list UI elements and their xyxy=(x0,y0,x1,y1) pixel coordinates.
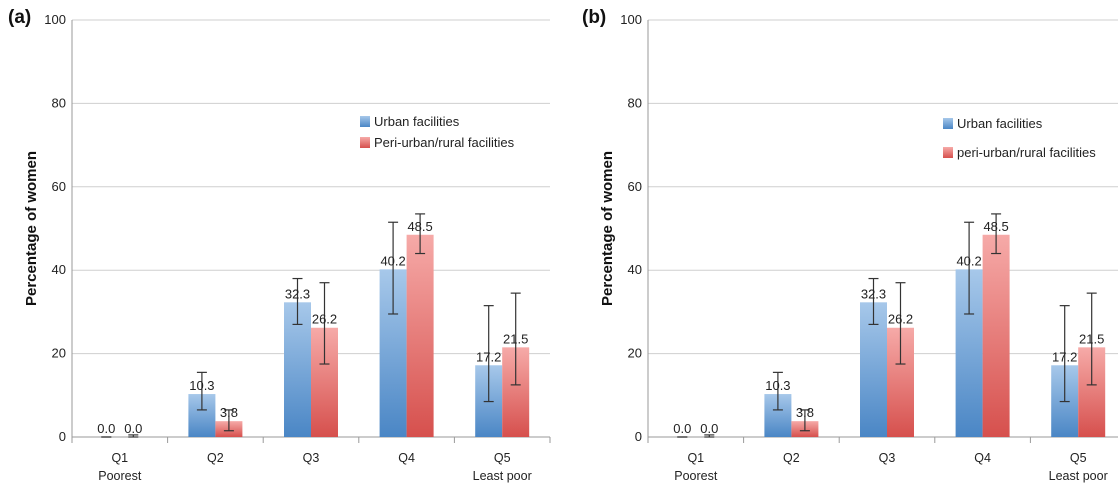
y-tick-label: 100 xyxy=(620,12,642,27)
legend-label: peri-urban/rural facilities xyxy=(957,145,1096,160)
data-label: 40.2 xyxy=(380,253,405,268)
data-label: 0.0 xyxy=(700,421,718,436)
x-tick-label: Q3 xyxy=(303,451,320,465)
x-tick-label: Q5 xyxy=(494,451,511,465)
data-label: 32.3 xyxy=(861,286,886,301)
data-label: 21.5 xyxy=(1079,331,1104,346)
y-tick-label: 80 xyxy=(628,95,642,110)
y-tick-label: 0 xyxy=(59,429,66,444)
data-label: 0.0 xyxy=(124,421,142,436)
legend-swatch xyxy=(360,137,370,148)
y-tick-label: 20 xyxy=(52,346,66,361)
data-label: 10.3 xyxy=(189,378,214,393)
chart-panel-a: (a) 0 20 40 60 80 100 Percentage of women 0.0 0.0… xyxy=(8,7,551,483)
x-tick-label: Q5 xyxy=(1070,451,1087,465)
legend-swatch xyxy=(943,147,953,158)
panel-label: (b) xyxy=(582,7,606,28)
legend-label: Urban facilities xyxy=(374,114,460,129)
data-label: 17.2 xyxy=(1052,349,1077,364)
data-label: 48.5 xyxy=(407,219,432,234)
x-tick-label: Q3 xyxy=(879,451,896,465)
y-axis-title: Percentage of women xyxy=(23,151,40,306)
y-tick-label: 80 xyxy=(52,95,66,110)
x-tick-label: Q4 xyxy=(974,451,991,465)
data-label: 3.8 xyxy=(220,405,238,420)
x-tick-label: Poorest xyxy=(674,469,718,483)
x-tick-label: Q2 xyxy=(207,451,224,465)
x-tick-label: Poorest xyxy=(98,469,142,483)
data-label: 17.2 xyxy=(476,349,501,364)
y-tick-label: 0 xyxy=(635,429,642,444)
y-tick-label: 60 xyxy=(52,179,66,194)
x-tick-label: Q4 xyxy=(398,451,415,465)
y-tick-label: 20 xyxy=(628,346,642,361)
panel-label: (a) xyxy=(8,7,31,28)
data-label: 0.0 xyxy=(97,421,115,436)
data-label: 0.0 xyxy=(673,421,691,436)
data-label: 3.8 xyxy=(796,405,814,420)
rural-bar-q4 xyxy=(406,234,434,437)
x-tick-label: Q2 xyxy=(783,451,800,465)
data-label: 26.2 xyxy=(312,312,337,327)
data-label: 21.5 xyxy=(503,331,528,346)
legend-swatch xyxy=(943,118,953,129)
data-label: 26.2 xyxy=(888,312,913,327)
data-label: 32.3 xyxy=(285,286,310,301)
y-axis-title: Percentage of women xyxy=(599,151,616,306)
data-label: 48.5 xyxy=(983,219,1008,234)
legend-swatch xyxy=(360,116,370,127)
legend-label: Peri-urban/rural facilities xyxy=(374,135,515,150)
y-tick-label: 100 xyxy=(44,12,66,27)
y-tick-label: 60 xyxy=(628,179,642,194)
x-tick-label: Q1 xyxy=(687,451,704,465)
data-label: 10.3 xyxy=(765,378,790,393)
x-tick-label: Least poor xyxy=(473,469,532,483)
data-label: 40.2 xyxy=(956,253,981,268)
x-tick-label: Q1 xyxy=(111,451,128,465)
legend-label: Urban facilities xyxy=(957,116,1043,131)
rural-bar-q4 xyxy=(982,234,1010,437)
y-tick-label: 40 xyxy=(52,262,66,277)
y-tick-label: 40 xyxy=(628,262,642,277)
x-tick-label: Least poor xyxy=(1049,469,1108,483)
chart-panel-b: (b) 0 20 40 60 80 100 Percentage of women 0.0 0.0… xyxy=(582,7,1118,483)
